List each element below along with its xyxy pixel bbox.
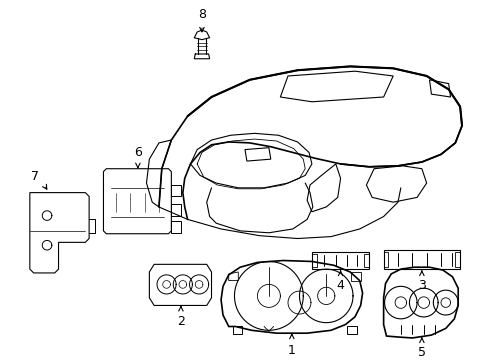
Text: 8: 8 (198, 8, 205, 21)
Text: 2: 2 (177, 315, 184, 328)
Text: 4: 4 (336, 279, 344, 292)
Text: 5: 5 (417, 346, 425, 359)
Text: 6: 6 (134, 146, 142, 159)
Text: 7: 7 (31, 170, 40, 183)
Text: 1: 1 (287, 344, 295, 357)
Text: 3: 3 (417, 279, 425, 292)
